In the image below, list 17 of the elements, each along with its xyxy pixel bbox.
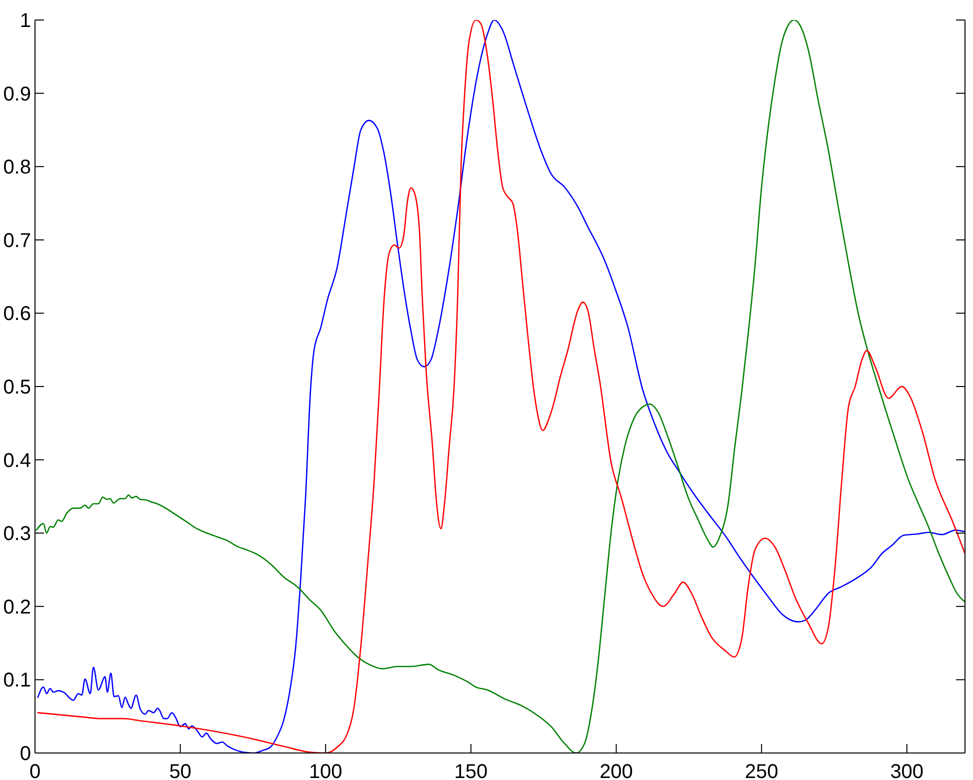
y-tick-label: 0.5 [3, 376, 31, 398]
x-tick-label: 150 [454, 761, 488, 780]
y-tick-label: 0.6 [3, 303, 31, 326]
y-tick-label: 0.2 [3, 596, 31, 618]
y-tick-label: 0.1 [3, 670, 31, 692]
y-tick-label: 1 [20, 10, 31, 32]
y-tick-label: 0.8 [3, 156, 31, 179]
y-tick-label: 0.4 [3, 450, 31, 472]
x-tick-label: 100 [308, 761, 342, 780]
x-tick-label: 300 [890, 761, 924, 780]
x-tick-label: 50 [169, 761, 192, 780]
x-tick-label: 200 [600, 761, 633, 780]
y-tick-label: 0.3 [3, 523, 31, 546]
x-tick-label: 250 [744, 761, 778, 780]
y-tick-label: 0.9 [3, 83, 31, 106]
y-tick-label: 0 [20, 743, 31, 765]
y-tick-label: 0.7 [3, 230, 31, 252]
